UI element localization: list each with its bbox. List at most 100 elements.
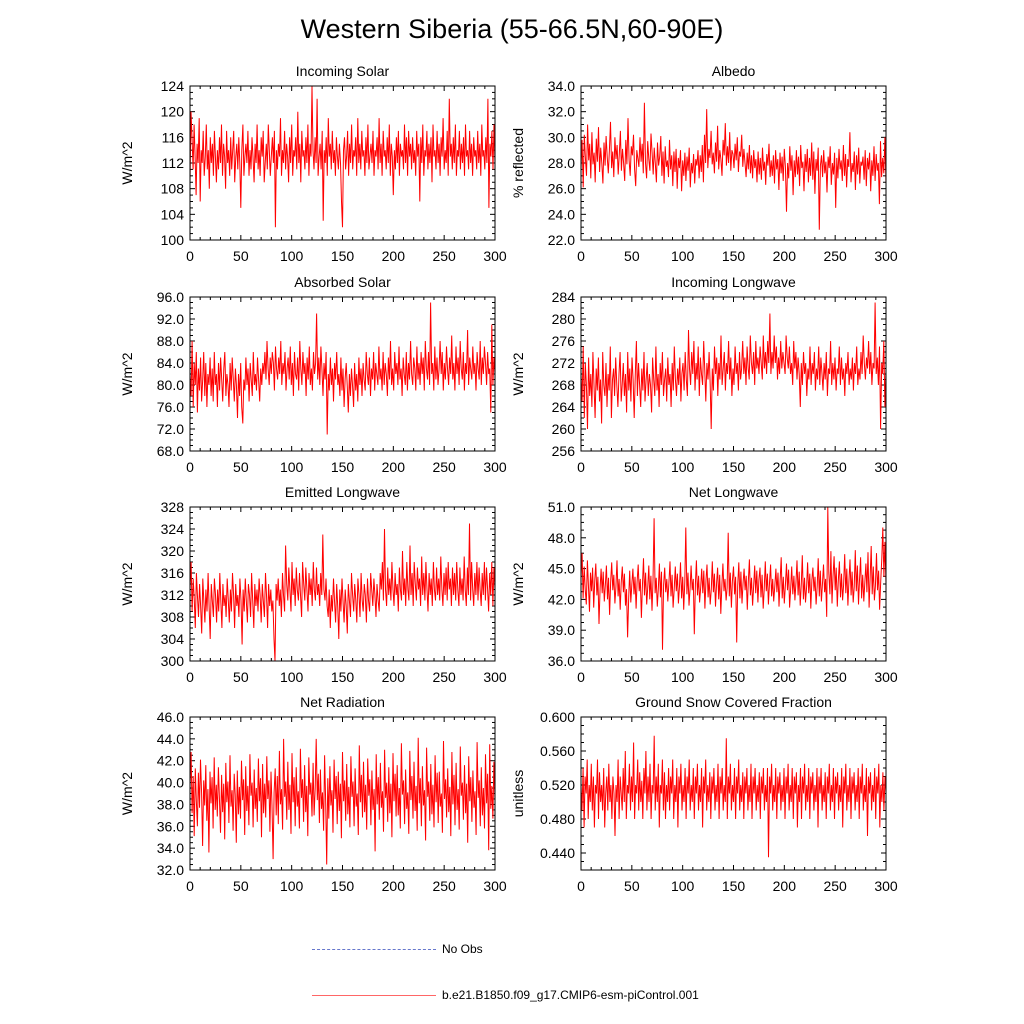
y-tick-label: 284 — [552, 289, 576, 305]
x-tick-label: 300 — [874, 459, 898, 475]
y-tick-label: 42.0 — [157, 753, 184, 769]
x-tick-label: 100 — [280, 878, 304, 894]
x-tick-label: 100 — [671, 248, 695, 264]
chart-panel-4: Incoming Longwave W/m^2 0 50 100 150 200 250 300… — [510, 274, 898, 475]
plot-frame — [580, 296, 887, 452]
series-line-1 — [189, 85, 496, 228]
panel-title: Incoming Solar — [296, 63, 390, 79]
panel-title: Net Radiation — [300, 694, 385, 710]
panel-title: Ground Snow Covered Fraction — [635, 694, 832, 710]
series-line-1 — [189, 523, 496, 662]
y-tick-label: 280 — [552, 311, 576, 327]
x-tick-label: 150 — [331, 459, 355, 475]
y-tick-label: 312 — [161, 587, 185, 603]
chart-panel-8: Ground Snow Covered Fraction unitless 0 50 1… — [510, 694, 898, 894]
legend-obs-label: No Obs — [442, 942, 483, 956]
x-tick-label: 300 — [483, 248, 507, 264]
y-tick-label: 36.0 — [548, 653, 575, 669]
y-axis-label: W/m^2 — [119, 772, 135, 815]
x-tick-label: 300 — [874, 669, 898, 685]
y-tick-label: 88.0 — [157, 333, 184, 349]
y-tick-label: 0.600 — [540, 709, 575, 725]
y-tick-label: 260 — [552, 421, 576, 437]
x-tick-label: 200 — [773, 878, 797, 894]
y-tick-label: 76.0 — [157, 399, 184, 415]
y-tick-label: 112 — [162, 155, 185, 171]
y-tick-label: 324 — [161, 521, 185, 537]
y-tick-label: 268 — [552, 377, 576, 393]
y-tick-label: 44.0 — [157, 731, 184, 747]
chart-panel-5: Emitted Longwave W/m^2 0 50 100 150 200 250 300 3… — [119, 484, 507, 685]
y-tick-label: 68.0 — [157, 443, 184, 459]
x-tick-label: 150 — [722, 878, 746, 894]
x-tick-label: 250 — [823, 669, 847, 685]
y-tick-label: 34.0 — [157, 840, 184, 856]
chart-panel-7: Net Radiation W/m^2 0 50 100 150 200 250 300 32.0… — [119, 694, 507, 894]
y-tick-label: 116 — [162, 129, 185, 145]
chart-panel-3: Absorbed Solar W/m^2 0 50 100 150 200 250 300 68.… — [119, 274, 507, 475]
y-tick-label: 104 — [161, 206, 185, 222]
legend-obs: No Obs — [312, 942, 512, 958]
y-axis-label: W/m^2 — [510, 352, 526, 395]
y-tick-label: 38.0 — [157, 796, 184, 812]
y-axis-label: % reflected — [510, 128, 526, 198]
y-tick-label: 32.0 — [157, 862, 184, 878]
panel-title: Incoming Longwave — [671, 274, 796, 290]
y-tick-label: 100 — [161, 232, 185, 248]
y-tick-label: 124 — [161, 78, 185, 94]
x-tick-label: 100 — [280, 669, 304, 685]
y-tick-label: 120 — [161, 104, 185, 120]
x-tick-label: 250 — [432, 459, 456, 475]
x-tick-label: 200 — [382, 878, 406, 894]
chart-panel-6: Net Longwave W/m^2 0 50 100 150 200 250 300 36.0 3… — [510, 484, 898, 685]
x-tick-label: 250 — [432, 248, 456, 264]
y-tick-label: 92.0 — [157, 311, 184, 327]
y-tick-label: 0.480 — [540, 811, 575, 827]
x-tick-label: 250 — [432, 878, 456, 894]
x-tick-label: 250 — [823, 878, 847, 894]
y-tick-label: 96.0 — [157, 289, 184, 305]
y-tick-label: 40.0 — [157, 775, 184, 791]
x-tick-label: 0 — [186, 248, 194, 264]
y-tick-label: 26.0 — [548, 181, 575, 197]
x-tick-label: 100 — [671, 878, 695, 894]
x-tick-label: 100 — [280, 459, 304, 475]
plot-frame — [189, 296, 496, 452]
y-axis-label: W/m^2 — [119, 352, 135, 395]
x-tick-label: 250 — [432, 669, 456, 685]
x-tick-label: 150 — [722, 669, 746, 685]
legend-model-swatch — [312, 995, 436, 996]
y-tick-label: 51.0 — [548, 499, 575, 515]
y-tick-label: 0.440 — [540, 845, 575, 861]
y-tick-label: 264 — [552, 399, 576, 415]
y-axis-label: W/m^2 — [510, 562, 526, 605]
x-tick-label: 50 — [233, 459, 249, 475]
plot-frame — [580, 85, 887, 241]
y-tick-label: 256 — [552, 443, 576, 459]
y-tick-label: 46.0 — [157, 709, 184, 725]
x-tick-label: 100 — [671, 669, 695, 685]
panel-title: Absorbed Solar — [294, 274, 391, 290]
y-tick-label: 24.0 — [548, 206, 575, 222]
series-line-1 — [189, 302, 496, 435]
x-tick-label: 200 — [382, 459, 406, 475]
y-tick-label: 108 — [161, 181, 185, 197]
x-tick-label: 0 — [186, 459, 194, 475]
x-tick-label: 300 — [874, 248, 898, 264]
x-tick-label: 0 — [577, 459, 585, 475]
x-tick-label: 200 — [382, 248, 406, 264]
x-tick-label: 0 — [186, 878, 194, 894]
y-tick-label: 300 — [161, 653, 185, 669]
plot-frame — [189, 716, 496, 871]
y-tick-label: 84.0 — [157, 355, 184, 371]
y-tick-label: 304 — [161, 631, 185, 647]
x-tick-label: 300 — [483, 459, 507, 475]
y-tick-label: 320 — [161, 543, 185, 559]
x-tick-label: 50 — [233, 878, 249, 894]
y-tick-label: 308 — [161, 609, 185, 625]
x-tick-label: 50 — [233, 669, 249, 685]
x-tick-label: 50 — [624, 878, 640, 894]
plot-frame — [580, 716, 887, 871]
legend-model: b.e21.B1850.f09_g17.CMIP6-esm-piControl.… — [312, 988, 732, 1004]
